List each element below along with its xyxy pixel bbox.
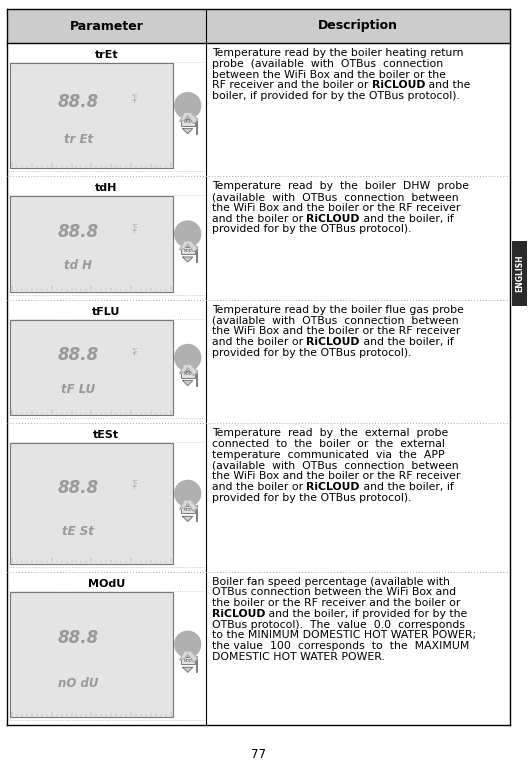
Text: to the MINIMUM DOMESTIC HOT WATER POWER;: to the MINIMUM DOMESTIC HOT WATER POWER; — [212, 630, 476, 640]
Text: RiCLOUD: RiCLOUD — [212, 609, 265, 619]
Text: tF LU: tF LU — [61, 383, 95, 396]
Text: °C: °C — [131, 480, 138, 486]
Bar — [10, 591, 173, 717]
Text: °F: °F — [131, 99, 137, 104]
Text: °F: °F — [131, 228, 137, 234]
Text: OTBus connection between the WiFi Box and: OTBus connection between the WiFi Box an… — [212, 587, 456, 597]
Text: RiCLOUD: RiCLOUD — [306, 482, 360, 492]
Text: Temperature  read  by  the  external  probe: Temperature read by the external probe — [212, 429, 448, 438]
Text: Temperature read by the boiler heating return: Temperature read by the boiler heating r… — [212, 48, 463, 58]
Text: tE St: tE St — [62, 525, 94, 537]
Text: and the boiler, if: and the boiler, if — [360, 337, 454, 347]
Text: MOD: MOD — [184, 508, 192, 512]
Text: 88.8: 88.8 — [57, 223, 99, 241]
Polygon shape — [182, 257, 193, 262]
Text: and the boiler, if: and the boiler, if — [360, 482, 454, 492]
Text: tESt: tESt — [93, 430, 119, 440]
Bar — [181, 371, 195, 378]
Text: °C: °C — [131, 95, 138, 99]
Text: (available  with  OTBus  connection  between: (available with OTBus connection between — [212, 461, 458, 471]
Text: and the boiler, if provided for by the: and the boiler, if provided for by the — [265, 609, 468, 619]
Text: RiCLOUD: RiCLOUD — [371, 81, 425, 90]
Circle shape — [174, 480, 201, 507]
Text: 88.8: 88.8 — [57, 93, 99, 111]
Text: RiCLOUD: RiCLOUD — [306, 213, 360, 224]
Text: (available  with  OTBus  connection  between: (available with OTBus connection between — [212, 192, 458, 202]
Bar — [10, 63, 173, 168]
Text: MOD: MOD — [184, 249, 192, 253]
Text: RiCLOUD: RiCLOUD — [306, 337, 360, 347]
Circle shape — [174, 631, 201, 657]
Text: 77: 77 — [251, 748, 266, 761]
Circle shape — [174, 92, 201, 119]
Text: provided for by the OTBus protocol).: provided for by the OTBus protocol). — [212, 224, 411, 235]
Polygon shape — [180, 652, 198, 662]
Text: 88.8: 88.8 — [57, 346, 99, 364]
Text: 88.8: 88.8 — [57, 629, 99, 647]
Text: the WiFi Box and the boiler or the RF receiver: the WiFi Box and the boiler or the RF re… — [212, 472, 460, 482]
Text: 88.8: 88.8 — [57, 479, 99, 497]
Text: °C: °C — [131, 348, 138, 353]
Text: provided for by the OTBus protocol).: provided for by the OTBus protocol). — [212, 348, 411, 358]
Text: boiler, if provided for by the OTBus protocol).: boiler, if provided for by the OTBus pro… — [212, 91, 460, 101]
Text: MOD: MOD — [184, 658, 192, 663]
Text: and the boiler or: and the boiler or — [212, 213, 306, 224]
Text: provided for by the OTBus protocol).: provided for by the OTBus protocol). — [212, 493, 411, 503]
Circle shape — [174, 221, 201, 247]
Text: MOD: MOD — [184, 120, 192, 124]
Text: Boiler fan speed percentage (available with: Boiler fan speed percentage (available w… — [212, 576, 450, 586]
Text: trEt: trEt — [95, 50, 118, 60]
Text: OTBus protocol).  The  value  0.0  corresponds: OTBus protocol). The value 0.0 correspon… — [212, 619, 464, 630]
Text: temperature  communicated  via  the  APP: temperature communicated via the APP — [212, 450, 444, 460]
Text: °F: °F — [131, 352, 137, 357]
Polygon shape — [180, 501, 198, 511]
Polygon shape — [182, 667, 193, 673]
Text: and the: and the — [425, 81, 470, 90]
Bar — [181, 657, 195, 664]
Bar — [10, 443, 173, 564]
Text: and the boiler or: and the boiler or — [212, 337, 306, 347]
Text: MOD: MOD — [184, 372, 192, 376]
Text: tr Et: tr Et — [64, 134, 93, 146]
Text: td H: td H — [64, 260, 93, 272]
Text: ENGLISH: ENGLISH — [515, 255, 524, 292]
Bar — [181, 247, 195, 254]
Text: °C: °C — [131, 224, 138, 229]
Text: between the WiFi Box and the boiler or the: between the WiFi Box and the boiler or t… — [212, 70, 446, 80]
Text: RF receiver and the boiler or: RF receiver and the boiler or — [212, 81, 371, 90]
Text: the WiFi Box and the boiler or the RF receiver: the WiFi Box and the boiler or the RF re… — [212, 203, 460, 213]
Bar — [512, 241, 527, 306]
Polygon shape — [182, 128, 193, 134]
Text: Description: Description — [318, 20, 398, 33]
Polygon shape — [182, 516, 193, 522]
Text: Temperature  read  by  the  boiler  DHW  probe: Temperature read by the boiler DHW probe — [212, 181, 469, 192]
Text: probe  (available  with  OTBus  connection: probe (available with OTBus connection — [212, 59, 443, 69]
Text: and the boiler, if: and the boiler, if — [360, 213, 454, 224]
Text: the boiler or the RF receiver and the boiler or: the boiler or the RF receiver and the bo… — [212, 598, 460, 608]
Text: °F: °F — [131, 485, 137, 490]
Polygon shape — [180, 365, 198, 375]
Polygon shape — [180, 113, 198, 124]
Bar — [7, 9, 510, 43]
Text: Parameter: Parameter — [69, 20, 143, 33]
Text: (available  with  OTBus  connection  between: (available with OTBus connection between — [212, 316, 458, 325]
Text: connected  to  the  boiler  or  the  external: connected to the boiler or the external — [212, 439, 445, 449]
Bar — [10, 320, 173, 415]
Text: tdH: tdH — [95, 183, 118, 193]
Bar — [181, 119, 195, 126]
Text: the WiFi Box and the boiler or the RF receiver: the WiFi Box and the boiler or the RF re… — [212, 326, 460, 336]
Polygon shape — [180, 242, 198, 252]
Text: DOMESTIC HOT WATER POWER.: DOMESTIC HOT WATER POWER. — [212, 652, 385, 662]
Text: Temperature read by the boiler flue gas probe: Temperature read by the boiler flue gas … — [212, 305, 463, 315]
Text: and the boiler or: and the boiler or — [212, 482, 306, 492]
Text: tFLU: tFLU — [92, 307, 121, 317]
Text: nO dU: nO dU — [58, 676, 98, 690]
Text: the value  100  corresponds  to  the  MAXIMUM: the value 100 corresponds to the MAXIMUM — [212, 641, 469, 651]
Text: MOdU: MOdU — [88, 579, 125, 589]
Bar — [10, 196, 173, 292]
Bar — [181, 507, 195, 514]
Polygon shape — [182, 381, 193, 386]
Circle shape — [174, 345, 201, 371]
